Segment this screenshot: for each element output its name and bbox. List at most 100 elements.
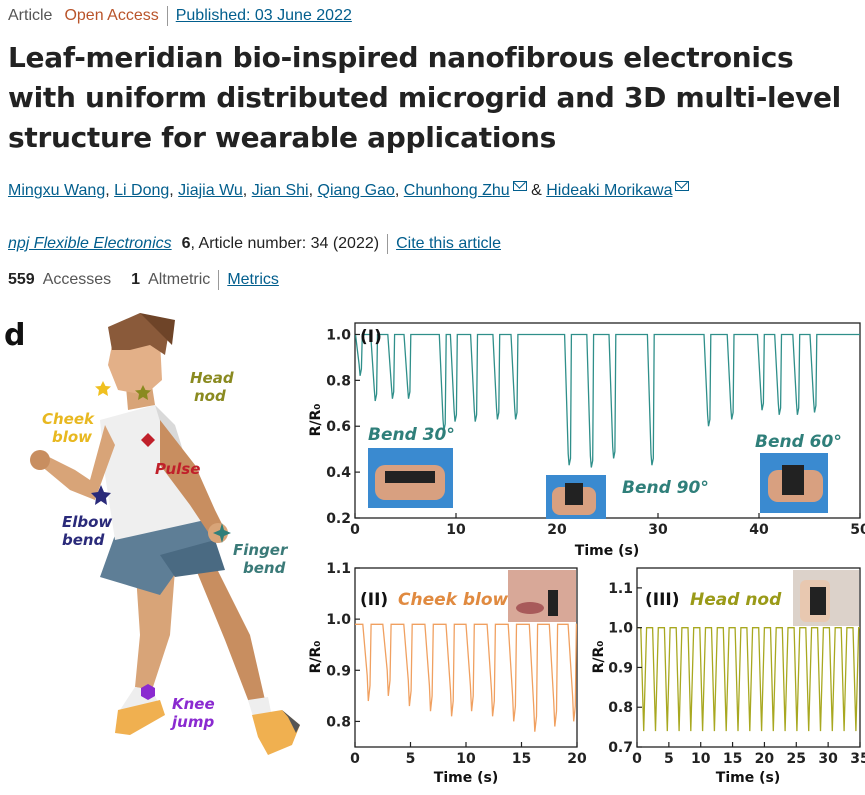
x-tick-label: 0 [350, 751, 360, 767]
photo-bend-90 [546, 475, 606, 519]
y-tick-label: 1.0 [608, 621, 633, 637]
figure-svg: d Head [4, 313, 865, 786]
y-tick-label: 1.0 [326, 612, 351, 628]
star-marker-finger [213, 523, 231, 543]
x-tick-label: 0 [350, 522, 360, 538]
x-tick-label: 35 [850, 751, 865, 767]
star-marker-cheek [95, 381, 111, 396]
series-line [637, 627, 860, 732]
y-tick-label: 0.8 [608, 700, 633, 716]
y-tick-label: 0.4 [326, 465, 351, 481]
article-number: , Article number: 34 (2022) [190, 235, 380, 252]
x-tick-label: 20 [547, 522, 567, 538]
annotation-cheek-blow: Cheek blow [398, 590, 509, 610]
label-head: Head [190, 369, 234, 387]
x-tick-label: 20 [567, 751, 587, 767]
annotation-head-nod: Head nod [690, 590, 782, 610]
y-axis-label: R/R₀ [308, 404, 324, 437]
label-cheek: Cheek [42, 410, 95, 428]
series-line [354, 333, 860, 468]
y-tick-label: 1.0 [326, 327, 351, 343]
y-axis-label: R/R₀ [308, 641, 324, 674]
diamond-marker-pulse [141, 433, 155, 447]
chart-frame [354, 322, 861, 519]
series-line [355, 623, 578, 732]
altmetric-count: 1 [131, 271, 141, 288]
article-type: Article [8, 7, 53, 24]
hexagon-marker-knee [141, 684, 155, 700]
open-access-label: Open Access [64, 7, 159, 24]
annotation-bend-30: Bend 30° [368, 425, 455, 445]
published-date-link[interactable]: Published: 03 June 2022 [175, 7, 352, 24]
star-marker-head [135, 385, 151, 400]
runner-illustration [30, 313, 300, 755]
y-tick-label: 0.7 [608, 740, 633, 756]
figure: d Head [0, 305, 865, 790]
author-link[interactable]: Jiajia Wu [178, 182, 243, 199]
email-icon[interactable] [675, 181, 690, 191]
label-knee: Knee [172, 695, 215, 713]
star-marker-elbow [91, 485, 111, 505]
x-tick-label: 50 [850, 522, 865, 538]
article-title: Leaf-meridian bio-inspired nanofibrous e… [8, 41, 841, 154]
panel-I: (I) [360, 327, 382, 347]
x-tick-label: 0 [632, 751, 642, 767]
email-icon[interactable] [512, 181, 527, 191]
y-tick-label: 0.2 [326, 511, 351, 527]
cite-article-link[interactable]: Cite this article [396, 235, 501, 252]
author-joiner: & [531, 182, 542, 199]
label-nod: nod [194, 387, 226, 405]
author-link[interactable]: Jian Shi [251, 182, 309, 199]
y-tick-label: 1.1 [608, 581, 633, 597]
label-jump: jump [170, 713, 214, 731]
label-bend-elbow: bend [62, 531, 105, 549]
x-axis-label: Time (s) [575, 543, 639, 559]
author-link[interactable]: Hideaki Morikawa [546, 182, 673, 199]
y-tick-label: 0.9 [326, 663, 351, 679]
y-axis-label: R/R₀ [591, 641, 607, 674]
x-tick-label: 10 [691, 751, 711, 767]
chart-cheek-blow: 0 5 10 15 20 0.8 0.9 1.0 1.1 (II) Cheek blow Ti… [308, 561, 587, 786]
y-tick-label: 0.8 [326, 373, 351, 389]
chart-bend: 0 10 20 30 40 50 0.2 0.4 0.6 0.8 1.0 (I) Time (s)… [308, 322, 865, 559]
sensor-markers [91, 381, 231, 700]
journal-name-link[interactable]: npj Flexible Electronics [8, 235, 172, 252]
y-tick-label: 0.6 [326, 419, 351, 435]
divider [166, 6, 168, 26]
label-elbow: Elbow [62, 513, 112, 531]
x-tick-label: 15 [512, 751, 531, 767]
author-link[interactable]: Mingxu Wang [8, 182, 106, 199]
photo-cheek [508, 570, 576, 622]
chart-head-nod: 0 5 10 15 20 25 30 35 0.7 0.8 0.9 1.0 1.1 (III) Hea… [591, 567, 865, 786]
y-tick-label: 0.9 [608, 660, 633, 676]
label-pulse: Pulse [155, 460, 200, 478]
panel-label: d [4, 318, 25, 353]
label-blow: blow [52, 428, 92, 446]
x-tick-label: 25 [787, 751, 806, 767]
article-meta: Article Open Access Published: 03 June 2… [8, 5, 352, 27]
label-bend-finger: bend [243, 559, 286, 577]
author-link[interactable]: Li Dong [114, 182, 170, 199]
x-tick-label: 40 [749, 522, 769, 538]
panel-III: (III) [645, 590, 680, 610]
annotation-bend-60: Bend 60° [755, 432, 842, 452]
metrics-link[interactable]: Metrics [227, 271, 279, 288]
x-tick-label: 15 [723, 751, 742, 767]
article-metrics: 559 Accesses 1 Altmetric Metrics [8, 270, 279, 290]
author-link[interactable]: Chunhong Zhu [403, 182, 510, 199]
photo-bend-60 [760, 453, 828, 513]
annotation-bend-90: Bend 90° [622, 478, 709, 498]
author-link[interactable]: Qiang Gao [317, 182, 395, 199]
photo-neck [793, 570, 859, 626]
x-tick-label: 10 [446, 522, 466, 538]
journal-volume: 6 [181, 235, 191, 252]
accesses-label: Accesses [42, 271, 112, 288]
photo-bend-30 [368, 448, 453, 508]
y-tick-label: 1.1 [326, 561, 351, 577]
x-tick-label: 30 [648, 522, 668, 538]
panel-II: (II) [360, 590, 388, 610]
y-tick-label: 0.8 [326, 714, 351, 730]
x-tick-label: 5 [406, 751, 416, 767]
chart-frame [636, 567, 861, 748]
label-finger: Finger [233, 541, 289, 559]
